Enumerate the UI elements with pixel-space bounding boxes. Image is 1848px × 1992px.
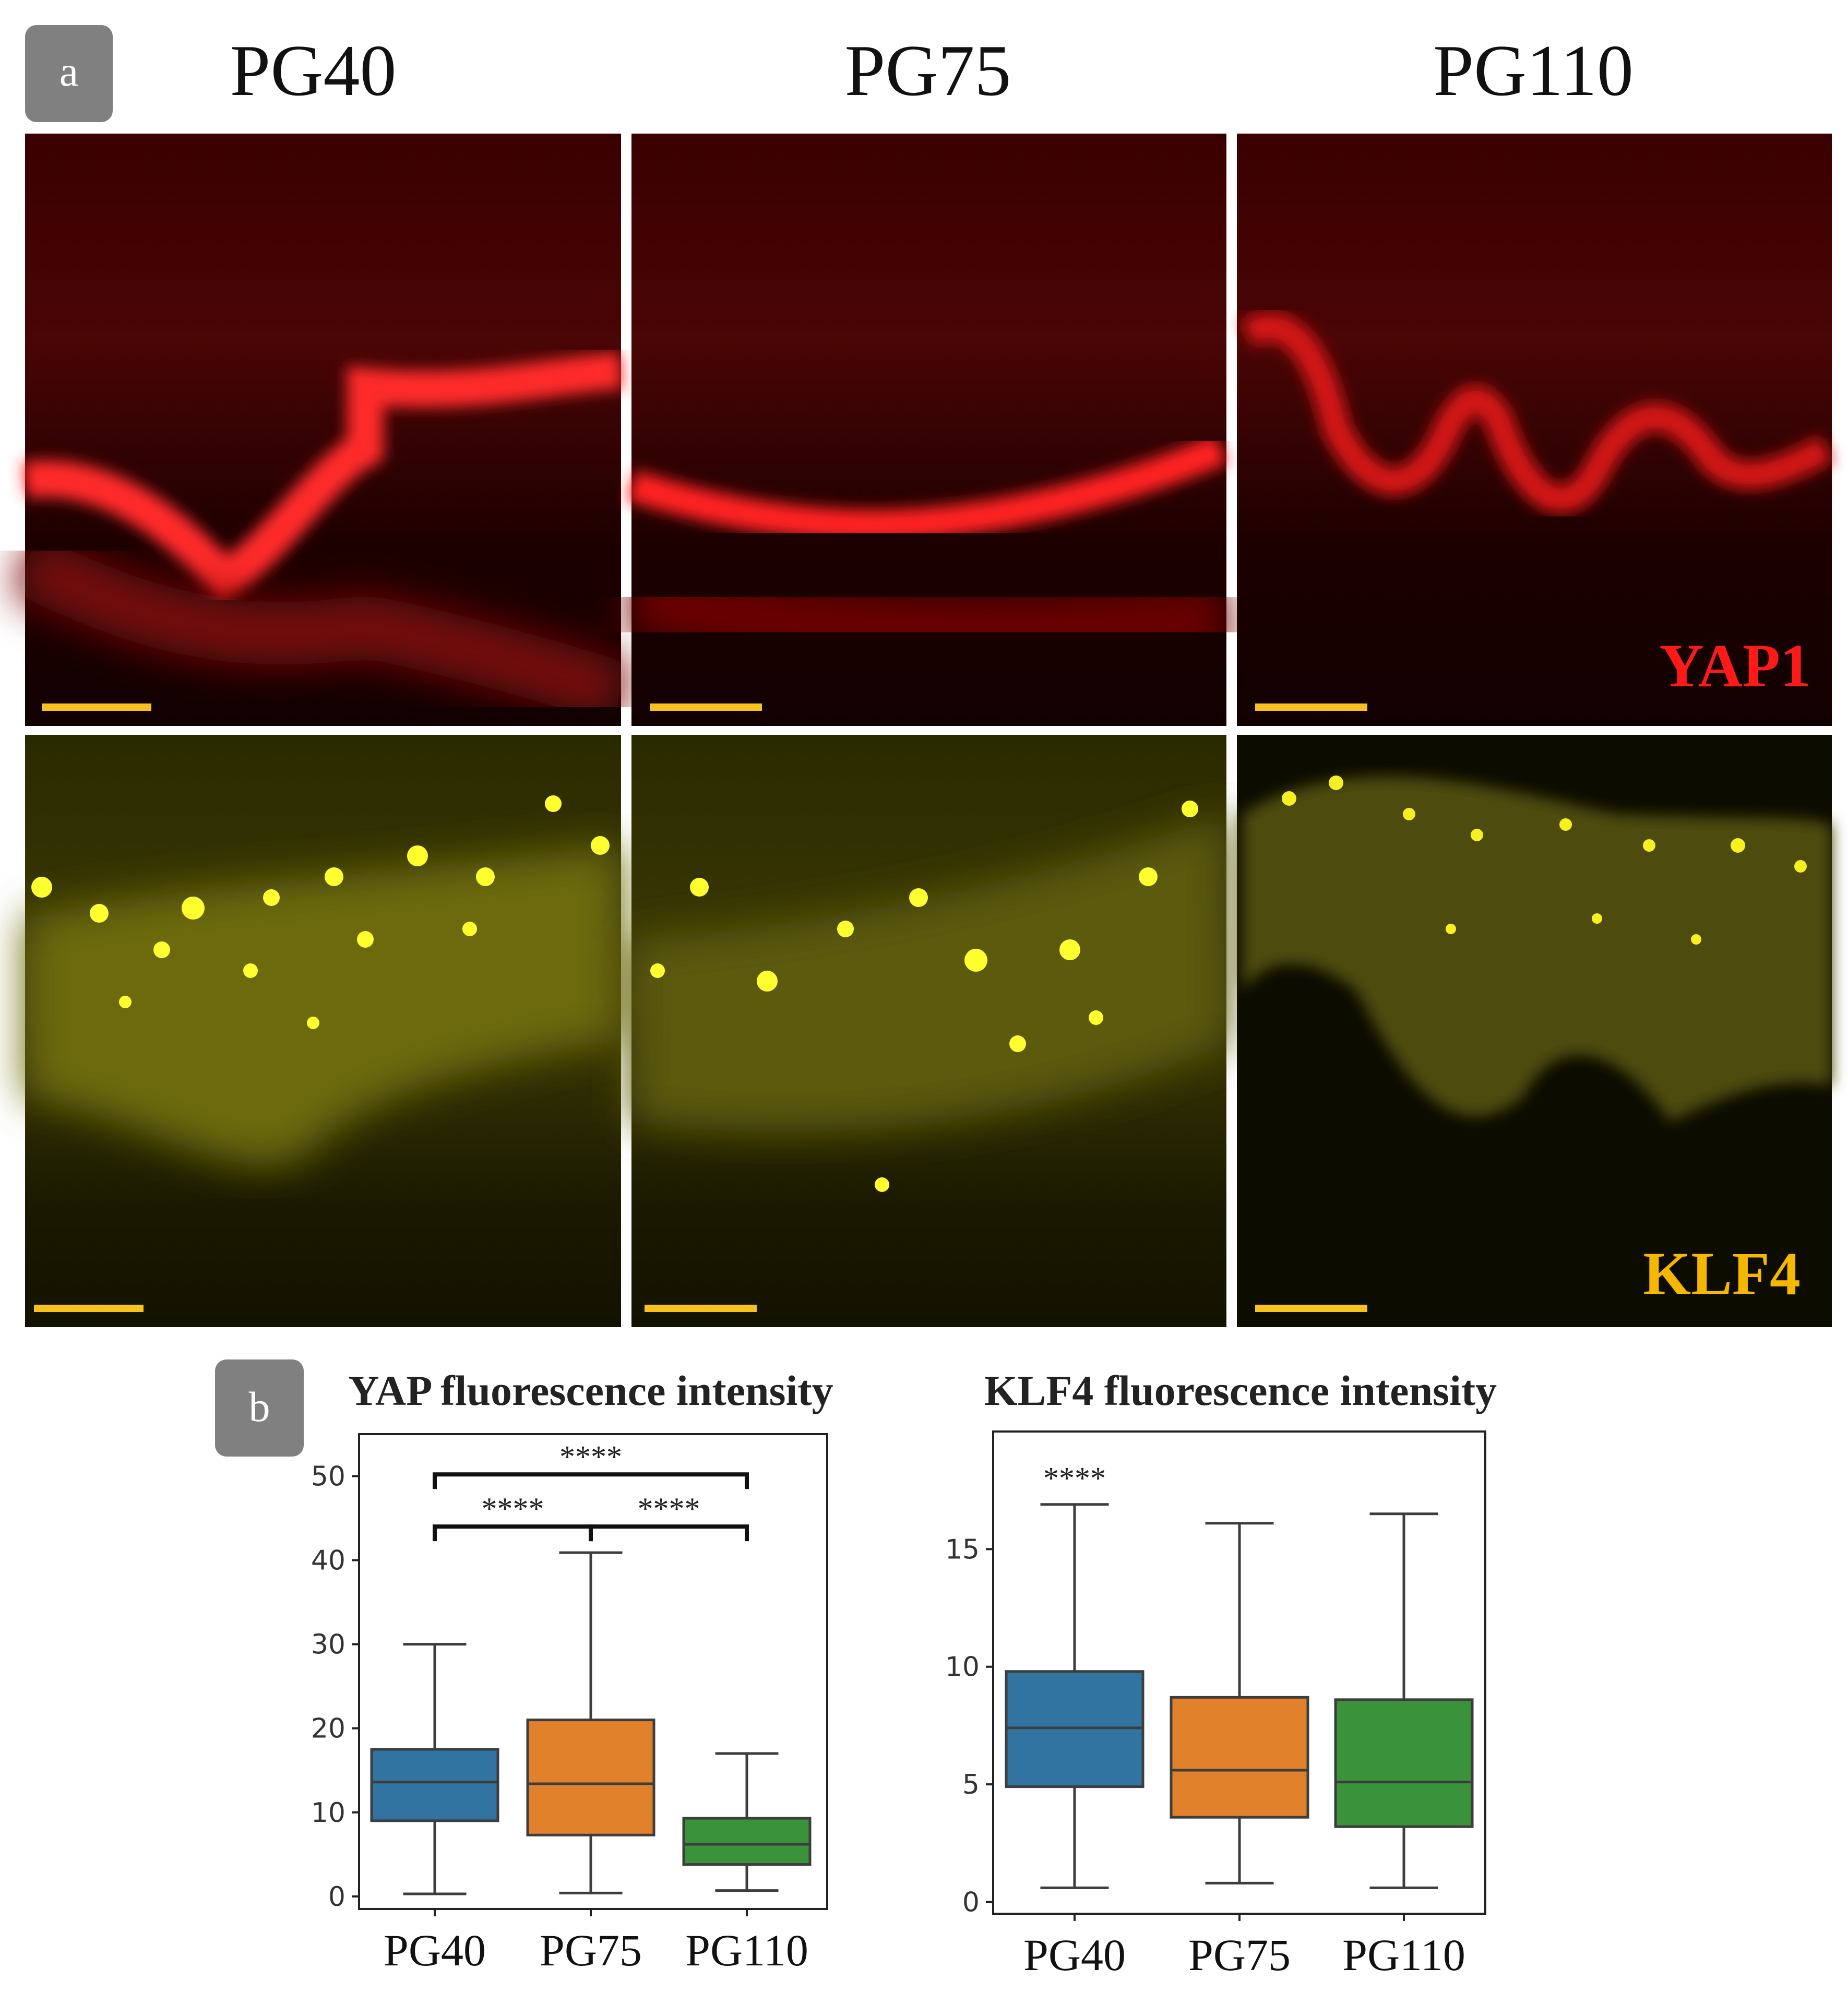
iqr-box bbox=[526, 1719, 655, 1836]
nuclei bbox=[1282, 776, 1807, 945]
x-tick-label: PG110 bbox=[1342, 1930, 1465, 1980]
panel-a-label: a bbox=[59, 47, 78, 95]
boxes bbox=[1005, 1503, 1474, 1889]
significance-label: **** bbox=[638, 1492, 700, 1526]
stain-label-yap1: YAP1 bbox=[1659, 631, 1811, 700]
chart-title: KLF4 fluorescence intensity bbox=[984, 1367, 1497, 1414]
significance-bracket: **** bbox=[433, 1492, 593, 1542]
y-tick-label: 5 bbox=[962, 1769, 980, 1800]
stain-label-klf4: KLF4 bbox=[1643, 1239, 1801, 1308]
micrograph-klf4-pg110: KLF4 bbox=[1237, 735, 1832, 1327]
box-pg40 bbox=[1005, 1503, 1144, 1889]
x-axis: PG40 PG75 PG110 bbox=[1023, 1914, 1465, 1980]
box-pg75 bbox=[1170, 1522, 1309, 1884]
bracket-line bbox=[433, 1472, 749, 1489]
column-header-pg75: PG75 bbox=[845, 30, 1011, 111]
panel-b-label-box bbox=[215, 1359, 304, 1457]
scale-bar bbox=[42, 703, 151, 711]
significance-bracket: **** bbox=[589, 1492, 749, 1542]
nuclei bbox=[650, 801, 1198, 1192]
x-tick-label: PG40 bbox=[384, 1925, 486, 1975]
scale-bar bbox=[650, 703, 762, 711]
micrograph-klf4-pg75 bbox=[631, 735, 1226, 1327]
significance-label: **** bbox=[482, 1492, 544, 1526]
significance-brackets: **** bbox=[1043, 1461, 1106, 1496]
panel-a-label-box bbox=[25, 25, 113, 122]
significance-label: **** bbox=[1043, 1461, 1106, 1496]
yap-box-chart: YAP fluorescence intensity 0 10 20 30 40 50 P… bbox=[311, 1367, 833, 1975]
iqr-box bbox=[370, 1748, 499, 1822]
significance-bracket: **** bbox=[433, 1439, 749, 1489]
panel-a: a PG40 PG75 PG110 YAP1 bbox=[11, 25, 1833, 1327]
box-pg110 bbox=[1334, 1512, 1474, 1889]
boxes bbox=[370, 1551, 812, 1895]
y-tick-label: 15 bbox=[945, 1534, 980, 1565]
column-header-pg40: PG40 bbox=[230, 30, 397, 111]
bracket-line bbox=[433, 1524, 593, 1542]
micrograph-yap1-pg110: YAP1 bbox=[1237, 134, 1833, 726]
y-axis: 0 5 10 15 bbox=[945, 1534, 993, 1918]
iqr-box bbox=[1334, 1698, 1474, 1828]
scale-bar bbox=[34, 1305, 144, 1312]
y-tick-label: 0 bbox=[962, 1887, 980, 1918]
y-tick-label: 40 bbox=[311, 1545, 345, 1577]
x-tick-label: PG40 bbox=[1023, 1930, 1126, 1980]
bracket-line bbox=[589, 1524, 749, 1542]
y-axis: 0 10 20 30 40 50 bbox=[311, 1461, 359, 1913]
panel-b: b YAP fluorescence intensity 01020304050… bbox=[215, 1359, 1497, 1980]
y-tick-label: 10 bbox=[311, 1797, 345, 1829]
significance-brackets: **** **** **** bbox=[433, 1439, 749, 1542]
box-pg110 bbox=[682, 1752, 812, 1892]
micrograph-yap1-pg40 bbox=[11, 134, 631, 726]
x-tick-label: PG110 bbox=[685, 1925, 808, 1975]
iqr-box bbox=[682, 1817, 812, 1866]
y-tick-label: 50 bbox=[311, 1461, 345, 1493]
panel-b-label: b bbox=[249, 1383, 270, 1430]
scale-bar bbox=[1255, 703, 1367, 711]
y-tick-label: 30 bbox=[311, 1629, 345, 1661]
significance-label: **** bbox=[559, 1439, 622, 1474]
y-tick-label: 20 bbox=[311, 1713, 345, 1745]
x-tick-label: PG75 bbox=[1188, 1930, 1291, 1980]
scale-bar bbox=[1255, 1305, 1367, 1312]
x-tick-label: PG75 bbox=[540, 1925, 642, 1975]
scale-bar bbox=[645, 1305, 757, 1312]
micrograph-klf4-pg40 bbox=[25, 735, 621, 1327]
y-tick-label: 10 bbox=[945, 1652, 980, 1683]
y-tick-label: 0 bbox=[328, 1881, 345, 1913]
iqr-box bbox=[1170, 1696, 1309, 1819]
micrograph-yap1-pg75 bbox=[625, 134, 1231, 726]
box-pg75 bbox=[526, 1551, 655, 1894]
column-header-pg110: PG110 bbox=[1433, 30, 1634, 111]
nuclei bbox=[31, 795, 610, 1029]
chart-title: YAP fluorescence intensity bbox=[348, 1367, 833, 1414]
x-axis: PG40 PG75 PG110 bbox=[384, 1909, 808, 1975]
plot-frame bbox=[358, 1433, 828, 1910]
box-pg40 bbox=[370, 1643, 499, 1895]
